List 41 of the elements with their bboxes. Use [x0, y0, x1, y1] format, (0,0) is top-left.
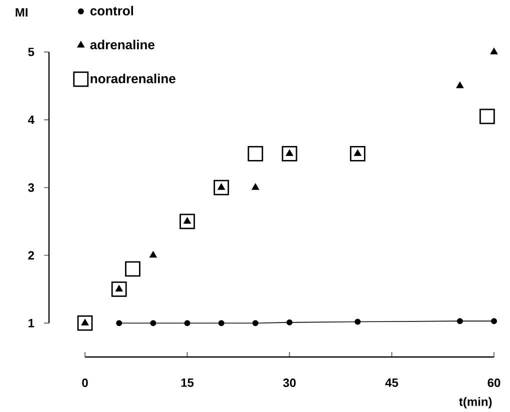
point [125, 261, 140, 277]
point [282, 146, 298, 162]
x-axis-title: t(min) [459, 397, 492, 408]
point [456, 81, 464, 88]
point [150, 320, 156, 326]
y-tick-label: 5 [28, 48, 34, 56]
x-tick-label: 45 [385, 378, 398, 387]
x-tick-label: 0 [82, 378, 88, 388]
point [354, 149, 362, 156]
point [184, 320, 190, 326]
y-tick-label: 2 [28, 251, 34, 260]
point [248, 146, 264, 162]
point [252, 183, 260, 190]
point [286, 319, 292, 326]
point [214, 180, 230, 196]
point [479, 108, 495, 124]
point [490, 48, 498, 54]
point [183, 217, 192, 224]
point [218, 320, 224, 326]
legend-label: noradrenaline [90, 74, 176, 84]
x-tick-label: 60 [488, 378, 500, 388]
point [350, 146, 366, 162]
y-tick-label: 1 [28, 318, 34, 328]
point [149, 250, 158, 258]
point [354, 318, 361, 325]
x-tick-label: 15 [181, 378, 194, 387]
point [456, 318, 463, 324]
legend-label: control [90, 6, 134, 16]
point [180, 214, 195, 230]
point [252, 320, 258, 326]
point [218, 183, 226, 190]
point [491, 318, 497, 324]
point [77, 315, 93, 331]
legend-label: adrenaline [90, 40, 154, 50]
y-axis-title: MI [16, 8, 28, 16]
x-tick-label: 30 [283, 378, 296, 388]
point [81, 318, 89, 326]
point [116, 320, 122, 326]
y-tick-label: 4 [28, 116, 34, 124]
y-tick-label: 3 [28, 183, 34, 192]
point [286, 149, 294, 156]
